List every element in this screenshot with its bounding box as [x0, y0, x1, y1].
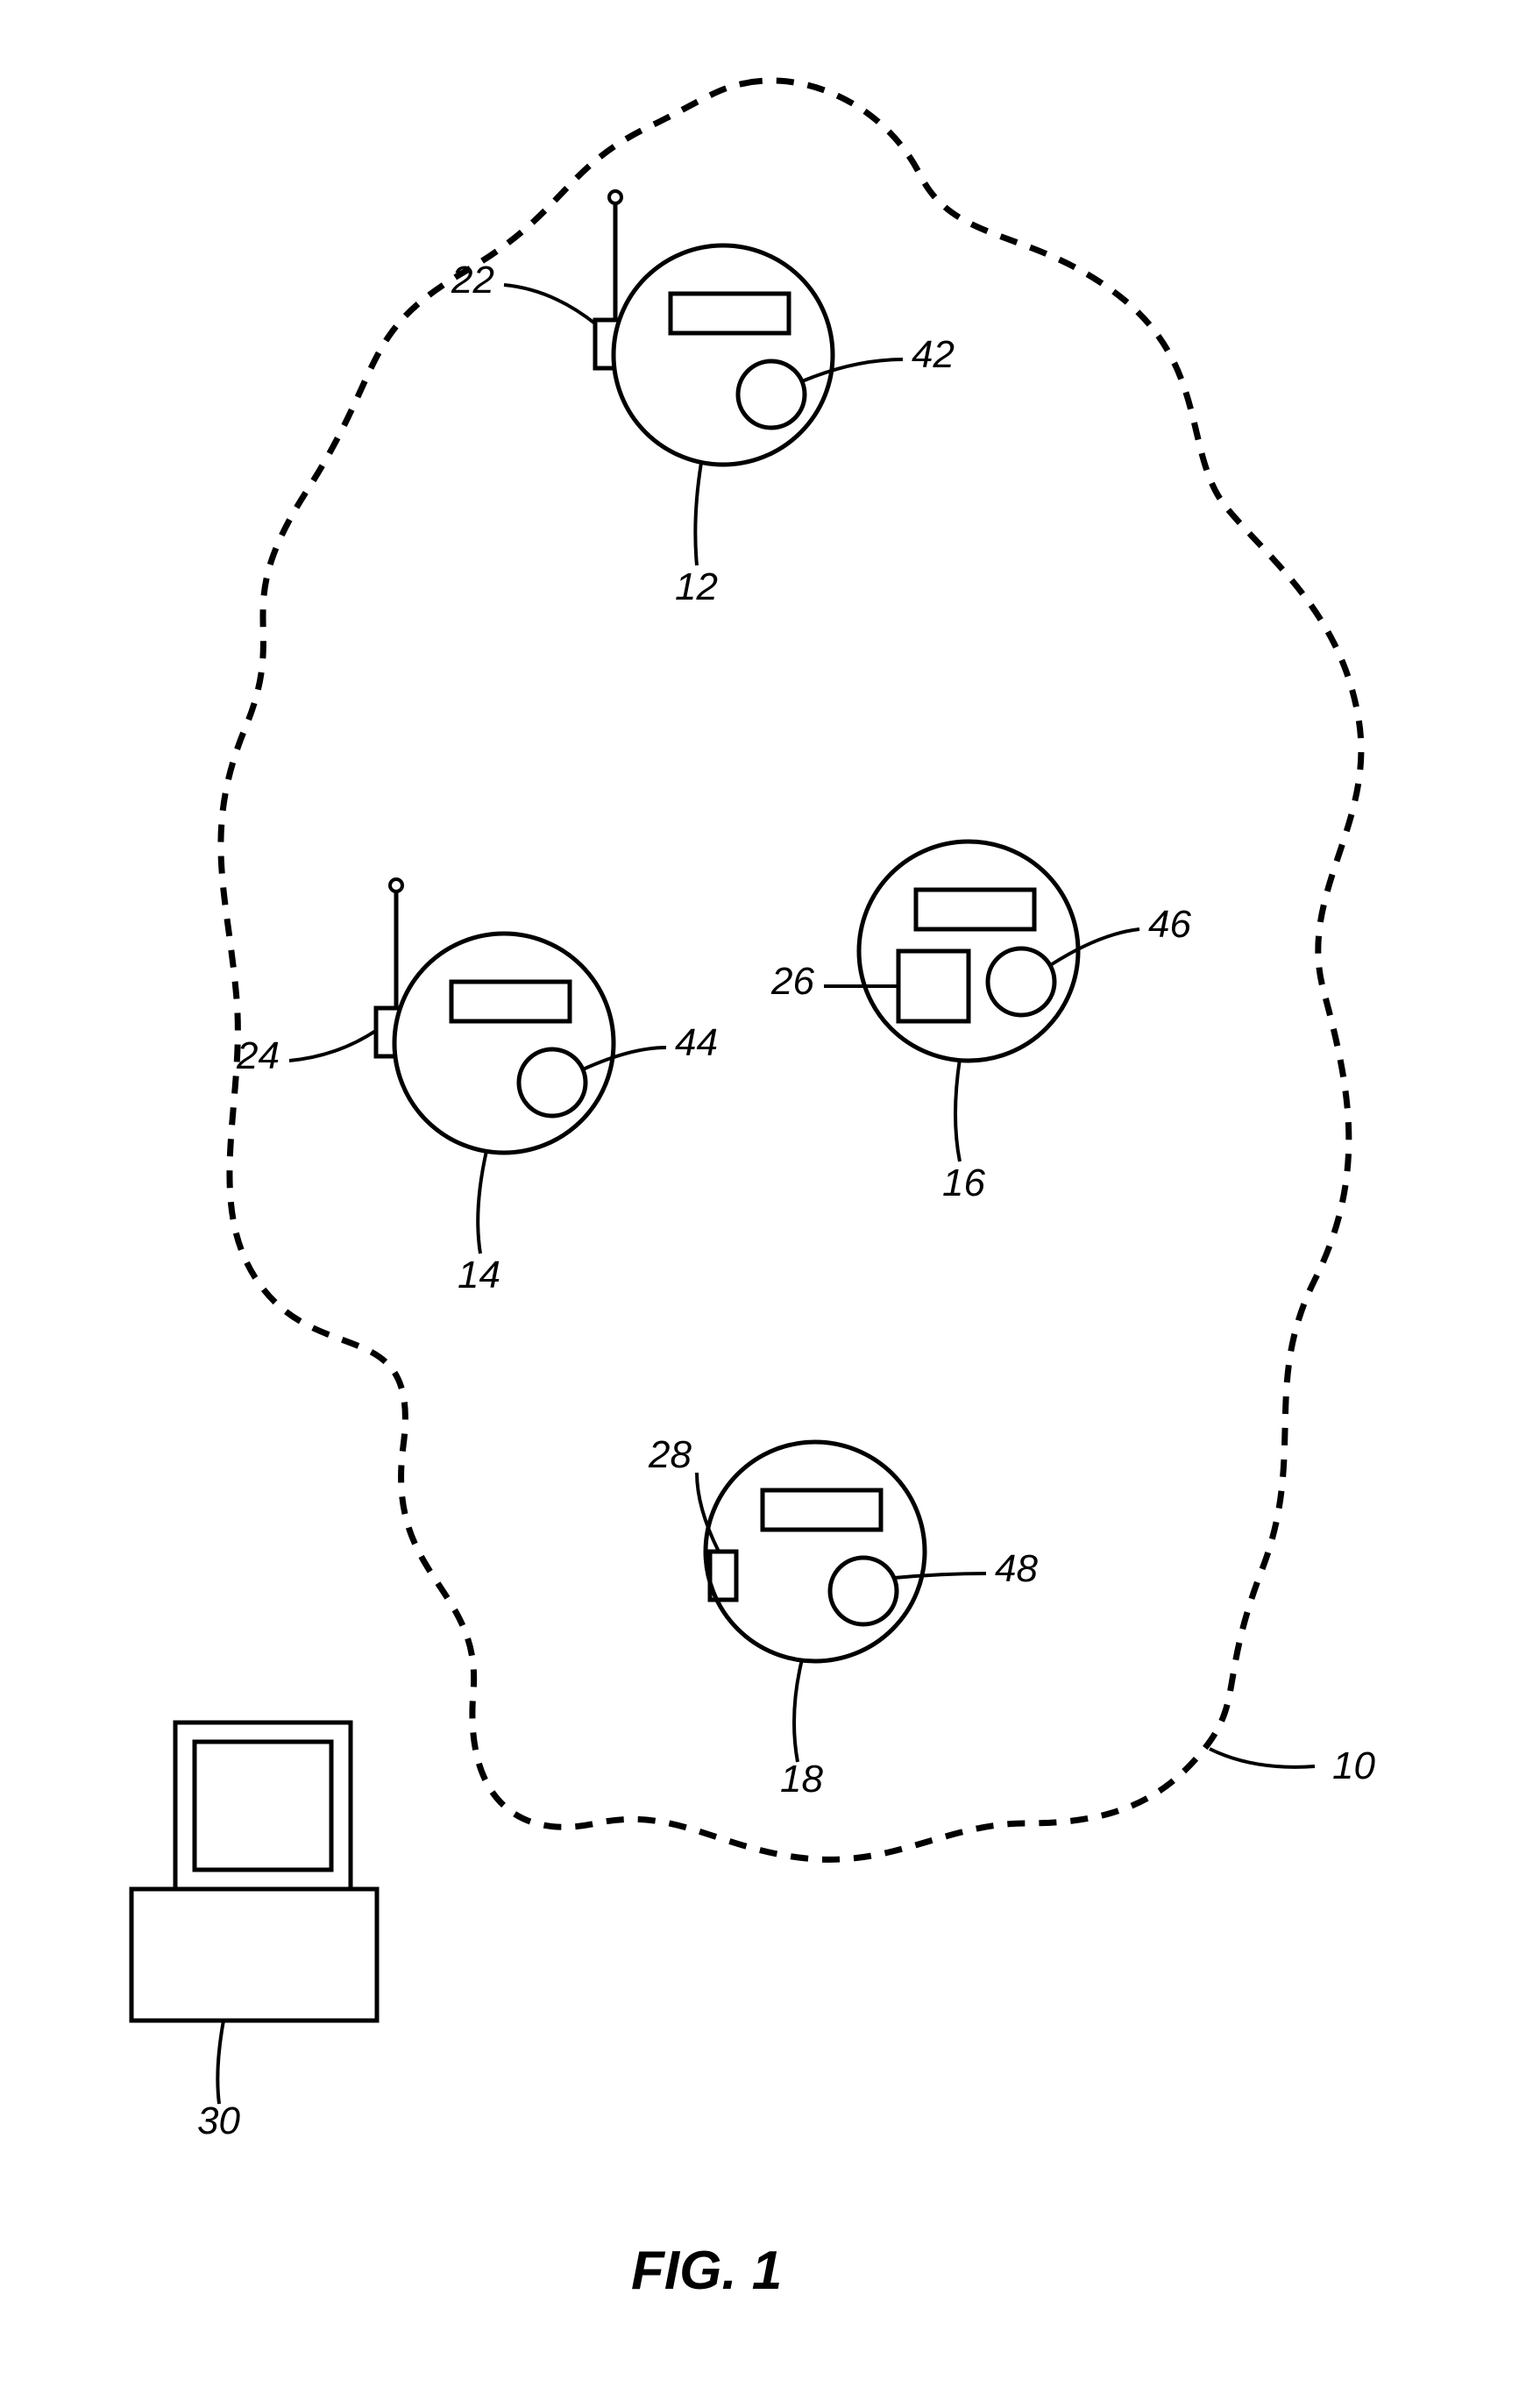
- label-16: 16: [942, 1161, 985, 1205]
- leader-14: [478, 1151, 486, 1254]
- label-24: 24: [237, 1034, 280, 1078]
- node-14: [376, 879, 614, 1153]
- label-30: 30: [197, 2099, 240, 2143]
- diagram-svg: [0, 0, 1526, 2408]
- node-18: [706, 1442, 925, 1661]
- leader-18: [794, 1659, 802, 1762]
- computer-icon: [131, 1723, 377, 2021]
- leader-16: [955, 1059, 960, 1161]
- label-10: 10: [1332, 1744, 1375, 1788]
- label-28: 28: [649, 1433, 692, 1477]
- label-18: 18: [780, 1758, 823, 1801]
- label-14: 14: [458, 1254, 500, 1297]
- label-48: 48: [995, 1547, 1038, 1591]
- node-16: [859, 842, 1078, 1061]
- figure-title: FIG. 1: [631, 2240, 782, 2302]
- node-12: [595, 191, 833, 465]
- label-42: 42: [912, 333, 955, 377]
- label-12: 12: [675, 565, 718, 609]
- label-26: 26: [771, 960, 814, 1004]
- label-22: 22: [451, 259, 494, 302]
- leader-12: [695, 463, 701, 565]
- figure-canvas: 10 12 22 42 14 24 44 16 26 46 18 28 48 3…: [0, 0, 1526, 2408]
- label-44: 44: [675, 1021, 718, 1065]
- leader-22: [504, 285, 596, 324]
- leader-30: [217, 2021, 224, 2104]
- label-46: 46: [1148, 903, 1191, 947]
- leader-10: [1210, 1749, 1315, 1767]
- leader-24: [289, 1030, 377, 1061]
